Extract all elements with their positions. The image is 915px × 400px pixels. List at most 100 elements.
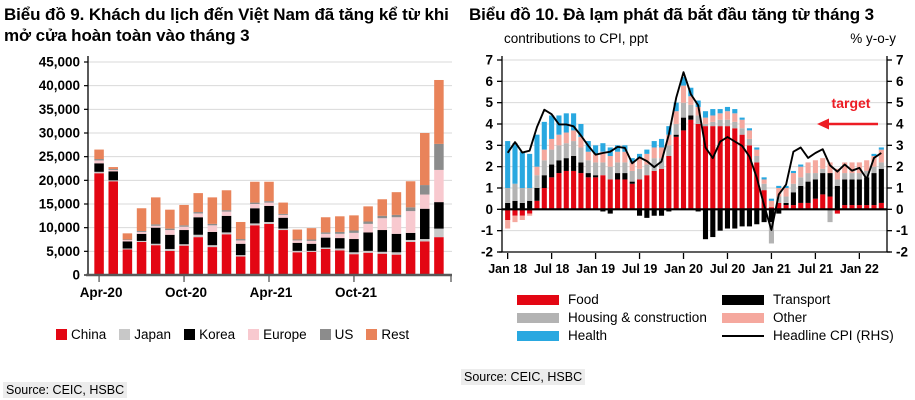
legend-item-health: Health bbox=[517, 328, 722, 344]
svg-text:3: 3 bbox=[485, 138, 493, 153]
legend-item-headline-cpi-rhs-: Headline CPI (RHS) bbox=[722, 328, 894, 344]
svg-text:Jan 18: Jan 18 bbox=[488, 262, 527, 276]
cpi-contributions-chart-svg: -2 -2 -1 -1 0 0 1 1 2 2 3 3 4 4 5 5 6 6 7 7 Jan 18 Jul 18 Jan … bbox=[481, 53, 909, 277]
svg-text:5: 5 bbox=[485, 95, 493, 110]
legend-swatch bbox=[722, 294, 764, 305]
svg-text:Jul 18: Jul 18 bbox=[534, 262, 569, 276]
svg-text:5: 5 bbox=[896, 95, 904, 110]
svg-text:0: 0 bbox=[896, 202, 904, 217]
legend-label: Housing & construction bbox=[568, 310, 707, 326]
target-arrow-head bbox=[817, 118, 829, 130]
svg-text:-1: -1 bbox=[481, 223, 493, 238]
svg-text:40,000: 40,000 bbox=[39, 78, 80, 93]
svg-text:Oct-21: Oct-21 bbox=[335, 285, 378, 300]
svg-text:-2: -2 bbox=[481, 245, 493, 260]
svg-text:0: 0 bbox=[72, 268, 80, 283]
chart10-panel: Biểu đồ 10. Đà lạm phát đã bắt đầu tăng … bbox=[457, 0, 914, 400]
legend-item-china: China bbox=[56, 327, 106, 342]
svg-text:30,000: 30,000 bbox=[39, 126, 80, 141]
legend-swatch bbox=[56, 329, 67, 341]
svg-text:25,000: 25,000 bbox=[39, 149, 80, 164]
legend-swatch bbox=[366, 329, 378, 341]
legend-swatch bbox=[722, 334, 764, 337]
legend-item-food: Food bbox=[517, 292, 722, 308]
chart10-title: Biểu đồ 10. Đà lạm phát đã bắt đầu tăng … bbox=[469, 5, 874, 24]
svg-text:Jan 22: Jan 22 bbox=[840, 262, 879, 276]
svg-text:6: 6 bbox=[485, 74, 493, 89]
svg-text:Jan 19: Jan 19 bbox=[576, 262, 615, 276]
svg-text:Jan 21: Jan 21 bbox=[752, 262, 791, 276]
legend-swatch bbox=[517, 294, 559, 305]
legend-swatch bbox=[319, 329, 331, 341]
svg-text:45,000: 45,000 bbox=[39, 55, 80, 70]
chart9-title: Biểu đồ 9. Khách du lịch đến Việt Nam đã… bbox=[4, 5, 449, 46]
legend-item-korea: Korea bbox=[184, 327, 235, 342]
legend-label: Headline CPI (RHS) bbox=[773, 328, 894, 344]
svg-text:Apr-21: Apr-21 bbox=[250, 285, 293, 300]
legend-label: Food bbox=[568, 292, 599, 308]
svg-text:7: 7 bbox=[896, 53, 904, 68]
svg-text:2: 2 bbox=[896, 159, 904, 174]
chart10-plot: -2 -2 -1 -1 0 0 1 1 2 2 3 3 4 4 5 5 6 6 7 7 Jan 18 Jul 18 Jan … bbox=[457, 52, 914, 285]
legend-swatch bbox=[184, 329, 196, 341]
svg-text:Jul 21: Jul 21 bbox=[798, 262, 833, 276]
svg-text:Apr-20: Apr-20 bbox=[80, 285, 123, 300]
svg-text:10,000: 10,000 bbox=[39, 220, 80, 235]
svg-text:-1: -1 bbox=[896, 223, 908, 238]
headline-cpi-line bbox=[506, 71, 882, 232]
svg-text:15,000: 15,000 bbox=[39, 197, 80, 212]
legend-label: Europe bbox=[263, 327, 307, 343]
svg-text:Jan 20: Jan 20 bbox=[664, 262, 703, 276]
svg-text:4: 4 bbox=[896, 117, 904, 132]
legend-label: Other bbox=[773, 310, 807, 326]
svg-text:20,000: 20,000 bbox=[39, 173, 80, 188]
legend-item-housing-construction: Housing & construction bbox=[517, 310, 722, 326]
legend-label: US bbox=[334, 327, 354, 343]
chart9-panel: Biểu đồ 9. Khách du lịch đến Việt Nam đã… bbox=[0, 0, 457, 400]
tourist-arrivals-chart-svg: 0 5,000 10,000 15,000 20,000 25,000 30,000 35,0… bbox=[39, 55, 452, 300]
legend-label: Japan bbox=[134, 327, 172, 343]
svg-text:Oct-20: Oct-20 bbox=[165, 285, 207, 300]
chart9-legend: China Japan Korea Europe US Rest bbox=[0, 327, 457, 342]
chart10-left-axis-header: contributions to CPI, ppt bbox=[504, 31, 649, 47]
svg-text:6: 6 bbox=[896, 74, 904, 89]
svg-text:-2: -2 bbox=[896, 245, 908, 260]
svg-text:1: 1 bbox=[485, 181, 493, 196]
legend-item-rest: Rest bbox=[366, 327, 409, 342]
legend-swatch bbox=[517, 330, 559, 341]
legend-label: Korea bbox=[199, 327, 236, 343]
svg-text:3: 3 bbox=[896, 138, 904, 153]
chart10-axis-headers: contributions to CPI, ppt % y-o-y bbox=[457, 31, 914, 46]
legend-label: Health bbox=[568, 328, 608, 344]
svg-text:2: 2 bbox=[485, 159, 493, 174]
legend-swatch bbox=[248, 329, 260, 341]
legend-swatch bbox=[119, 329, 131, 341]
svg-text:1: 1 bbox=[896, 181, 904, 196]
legend-item-europe: Europe bbox=[248, 327, 307, 342]
legend-item-us: US bbox=[319, 327, 354, 343]
legend-label: Transport bbox=[773, 292, 831, 308]
chart10-legend: Food Housing & construction Health Transpor… bbox=[457, 292, 914, 344]
chart9-source: Source: CEIC, HSBC bbox=[3, 382, 128, 399]
legend-item-other: Other bbox=[722, 310, 894, 326]
chart9-plot: 0 5,000 10,000 15,000 20,000 25,000 30,000 35,0… bbox=[0, 52, 457, 313]
svg-text:4: 4 bbox=[485, 117, 493, 132]
legend-item-transport: Transport bbox=[722, 292, 894, 308]
svg-text:7: 7 bbox=[485, 53, 493, 68]
svg-text:Jul 20: Jul 20 bbox=[710, 262, 745, 276]
svg-text:5,000: 5,000 bbox=[46, 244, 80, 259]
legend-label: Rest bbox=[381, 327, 410, 343]
legend-item-japan: Japan bbox=[119, 327, 171, 342]
legend-swatch bbox=[722, 312, 764, 323]
target-annotation-label: target bbox=[832, 95, 871, 111]
chart10-right-axis-header: % y-o-y bbox=[850, 31, 896, 47]
legend-label: China bbox=[71, 327, 107, 343]
svg-text:Jul 19: Jul 19 bbox=[622, 262, 657, 276]
svg-text:35,000: 35,000 bbox=[39, 102, 80, 117]
legend-column-1: Food Housing & construction Health bbox=[517, 292, 722, 344]
svg-text:0: 0 bbox=[485, 202, 493, 217]
legend-swatch bbox=[517, 312, 559, 323]
legend-column-2: Transport Other Headline CPI (RHS) bbox=[722, 292, 894, 344]
chart10-source: Source: CEIC, HSBC bbox=[461, 369, 586, 386]
